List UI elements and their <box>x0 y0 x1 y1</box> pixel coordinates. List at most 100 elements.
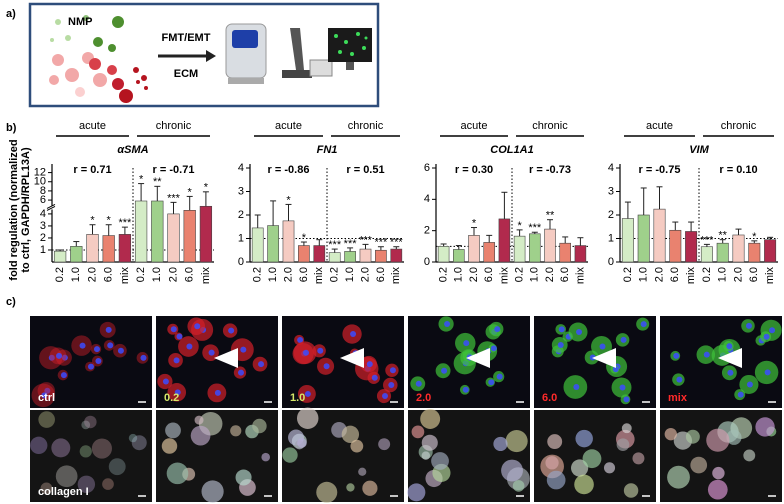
significance: * <box>204 182 209 194</box>
significance: ** <box>153 176 162 188</box>
cell <box>297 438 307 448</box>
x-tick-label: 2.0 <box>544 267 556 282</box>
bar <box>313 245 326 263</box>
chart-title: COL1A1 <box>490 144 533 156</box>
cell <box>623 483 639 498</box>
x-tick-label: mix <box>200 267 212 285</box>
cell <box>30 436 48 455</box>
annotation: r = 0.30 <box>455 164 493 176</box>
bar <box>574 245 587 263</box>
nucleus <box>371 374 378 381</box>
panel-label: c) <box>6 296 16 308</box>
bar <box>716 242 729 263</box>
nucleus <box>576 328 583 335</box>
group-label: chronic <box>348 120 384 132</box>
bar <box>453 249 465 263</box>
y-tick-label: 0 <box>238 256 244 268</box>
annotation: r = 0.51 <box>346 164 384 176</box>
nucleus <box>763 333 770 340</box>
y-axis-label: to ctrl, GAPDH/RPL13A) <box>20 147 32 273</box>
cell <box>296 407 319 429</box>
cell <box>165 422 181 439</box>
nucleus <box>258 361 265 368</box>
y-tick-label: 3 <box>40 220 46 232</box>
cell <box>546 470 566 490</box>
cell <box>690 456 708 474</box>
cell <box>421 434 438 451</box>
micrograph-label: 6.0 <box>542 392 557 404</box>
cell <box>91 438 112 459</box>
nucleus <box>237 369 244 376</box>
x-tick-label: 1.0 <box>267 267 279 282</box>
y-axis-label: fold regulation (normalized <box>8 139 20 280</box>
nucleus <box>737 391 744 398</box>
bar <box>134 200 148 263</box>
y-tick-label: 4 <box>40 208 46 220</box>
nucleus <box>194 323 201 330</box>
y-tick-label: 8 <box>40 185 46 197</box>
micrograph <box>30 316 152 408</box>
group-label: chronic <box>156 120 192 132</box>
significance: * <box>286 194 291 206</box>
x-tick-label: 2.0 <box>282 267 294 282</box>
nucleus <box>41 392 48 399</box>
significance: *** <box>359 234 373 246</box>
y-tick-label: 2 <box>424 225 430 237</box>
nucleus <box>589 354 596 361</box>
bar <box>53 250 67 263</box>
chart-title: VIM <box>689 144 709 156</box>
cell <box>166 462 189 485</box>
bar <box>70 246 83 263</box>
nucleus <box>174 389 181 396</box>
nucleus <box>490 345 497 352</box>
cell <box>128 433 138 443</box>
bar <box>513 235 526 263</box>
y-tick-label: 0 <box>424 256 430 268</box>
nucleus <box>176 333 183 340</box>
y-tick-label: 6 <box>424 162 430 174</box>
significance: *** <box>374 237 388 249</box>
y-tick-label: 10 <box>34 176 46 188</box>
group-label: chronic <box>721 120 757 132</box>
schematic-label: FMT/EMT <box>162 32 211 44</box>
cell <box>616 438 630 452</box>
x-tick-label: 1.0 <box>717 267 729 282</box>
bar <box>637 214 650 263</box>
cell <box>235 469 252 486</box>
cell <box>431 452 449 470</box>
cell <box>706 428 730 452</box>
nucleus <box>228 327 235 334</box>
significance: * <box>188 186 193 198</box>
cell <box>79 445 92 458</box>
significance: * <box>302 232 307 244</box>
significance: *** <box>528 222 542 234</box>
x-tick-label: 6.0 <box>483 267 495 282</box>
significance: *** <box>167 192 181 204</box>
nucleus <box>87 363 94 370</box>
x-tick-label: 1.0 <box>70 267 82 282</box>
arrowhead <box>718 348 742 368</box>
nucleus <box>317 347 324 354</box>
y-tick-label: 0 <box>608 256 614 268</box>
x-tick-label: 0.2 <box>135 267 147 282</box>
bar <box>483 242 495 263</box>
x-tick-label: 6.0 <box>184 267 196 282</box>
cell <box>51 438 71 458</box>
bar <box>544 228 556 263</box>
significance: *** <box>328 239 342 251</box>
x-tick-label: 6.0 <box>559 267 571 282</box>
nucleus <box>640 321 647 328</box>
x-tick-label: mix <box>498 267 510 285</box>
bar <box>685 231 698 263</box>
x-tick-label: 0.2 <box>252 267 264 282</box>
nucleus <box>105 326 112 333</box>
nucleus <box>304 390 311 397</box>
y-tick-label: 2 <box>238 209 244 221</box>
micrograph <box>30 410 152 502</box>
nucleus <box>297 336 304 343</box>
nucleus <box>573 383 580 390</box>
cell <box>362 480 378 496</box>
cell <box>420 408 441 429</box>
cell <box>84 415 97 429</box>
y-tick-label: 1 <box>238 232 244 244</box>
